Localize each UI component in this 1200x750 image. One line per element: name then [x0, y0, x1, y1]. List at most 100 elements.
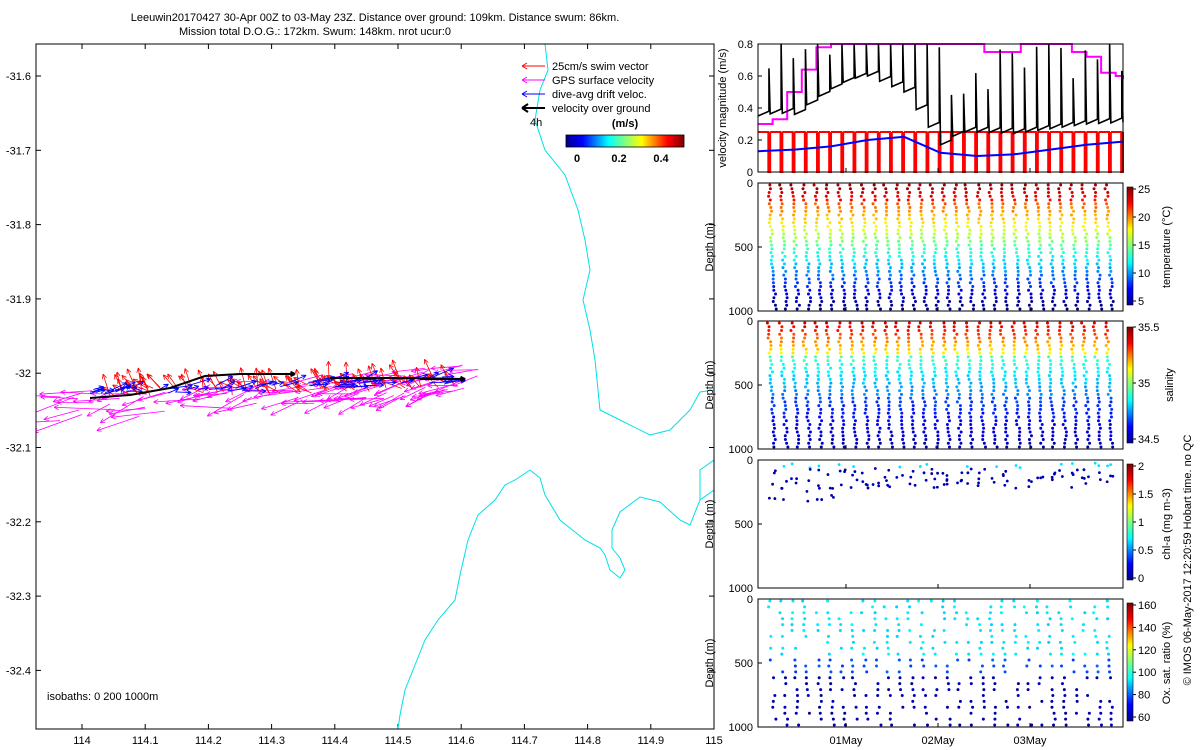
scatter-point — [1051, 266, 1055, 270]
ground-arrow — [420, 375, 466, 383]
scatter-point — [1013, 362, 1017, 366]
scatter-point — [796, 411, 800, 415]
scatter-point — [1027, 281, 1031, 285]
scatter-point — [1014, 377, 1018, 381]
gps-arrow — [378, 392, 405, 409]
scatter-point — [1037, 351, 1041, 355]
scatter-point — [1087, 434, 1091, 438]
scatter-point — [995, 465, 999, 469]
scatter-point — [1050, 258, 1054, 262]
scatter-point — [843, 303, 847, 307]
scatter-point — [907, 209, 911, 213]
scatter-point — [932, 213, 936, 217]
scatter-point — [794, 389, 798, 393]
scatter-point — [1026, 682, 1030, 686]
scatter-point — [994, 296, 998, 300]
scatter-point — [1001, 209, 1005, 213]
time-label: 4h — [530, 117, 542, 129]
scatter-point — [911, 426, 915, 430]
scatter-point — [1004, 407, 1008, 411]
scatter-point — [979, 228, 983, 232]
scatter-point — [921, 676, 925, 680]
scatter-point — [841, 385, 845, 389]
scatter-point — [1075, 693, 1079, 697]
date-tick-label: 03May — [1013, 735, 1047, 747]
scatter-point — [819, 296, 823, 300]
scatter-point — [1083, 209, 1087, 213]
scatter-point — [1048, 232, 1052, 236]
scatter-point — [779, 187, 783, 191]
scatter-point — [906, 198, 910, 202]
scatter-point — [1027, 243, 1031, 247]
scatter-point — [957, 705, 961, 709]
scatter-point — [1073, 377, 1077, 381]
scatter-point — [829, 228, 833, 232]
scatter-point — [815, 217, 819, 221]
scatter-point — [897, 254, 901, 258]
scatter-point — [878, 296, 882, 300]
scatter-point — [918, 321, 922, 325]
scatter-point — [1109, 396, 1113, 400]
scatter-point — [1051, 269, 1055, 273]
scatter-point — [806, 499, 810, 503]
scatter-point — [923, 705, 927, 709]
scatter-point — [900, 262, 904, 266]
speed-colorbar: (m/s) 0 0.2 0.4 — [565, 118, 685, 165]
scatter-point — [921, 392, 925, 396]
scatter-point — [1037, 213, 1041, 217]
oxygen-frame — [757, 598, 1124, 728]
scatter-point — [993, 437, 997, 441]
scatter-point — [890, 441, 894, 445]
scatter-point — [919, 336, 923, 340]
gps-arrow — [430, 365, 462, 371]
scatter-point — [828, 688, 832, 692]
scatter-point — [944, 377, 948, 381]
scatter-point — [969, 441, 973, 445]
scatter-point — [792, 336, 796, 340]
scatter-point — [853, 404, 857, 408]
scatter-point — [1049, 262, 1053, 266]
scatter-point — [897, 374, 901, 378]
scatter-point — [838, 351, 842, 355]
scatter-point — [817, 658, 821, 662]
salinity-frame — [757, 320, 1124, 450]
scatter-point — [767, 194, 771, 198]
scatter-point — [796, 699, 800, 703]
scatter-point — [1061, 251, 1065, 255]
scatter-point — [924, 284, 928, 288]
scatter-point — [934, 247, 938, 251]
scatter-point — [838, 469, 842, 473]
scatter-point — [1108, 243, 1112, 247]
scatter-point — [936, 281, 940, 285]
scatter-point — [910, 288, 914, 292]
scatter-point — [829, 281, 833, 285]
scatter-point — [1093, 183, 1097, 187]
scatter-point — [907, 202, 911, 206]
scatter-point — [944, 381, 948, 385]
scatter-point — [897, 213, 901, 217]
scatter-point — [792, 213, 796, 217]
date-axis-ticks: 01May 02May 03May — [829, 168, 1047, 747]
scatter-point — [987, 191, 991, 195]
scatter-point — [840, 284, 844, 288]
scatter-point — [944, 236, 948, 240]
scatter-point — [804, 396, 808, 400]
scatter-point — [933, 269, 937, 273]
scatter-point — [1072, 209, 1076, 213]
scatter-point — [842, 299, 846, 303]
scatter-point — [1072, 247, 1076, 251]
scatter-point — [1037, 377, 1041, 381]
scatter-point — [1000, 183, 1004, 187]
scatter-point — [957, 437, 961, 441]
scatter-point — [956, 481, 959, 485]
scatter-point — [966, 340, 970, 344]
scatter-point — [818, 711, 822, 715]
scatter-point — [873, 381, 877, 385]
scatter-point — [769, 236, 773, 240]
scatter-point — [1095, 236, 1099, 240]
scatter-point — [910, 243, 914, 247]
scatter-point — [848, 321, 852, 325]
scatter-point — [781, 646, 785, 650]
drift-arrow — [189, 377, 211, 386]
